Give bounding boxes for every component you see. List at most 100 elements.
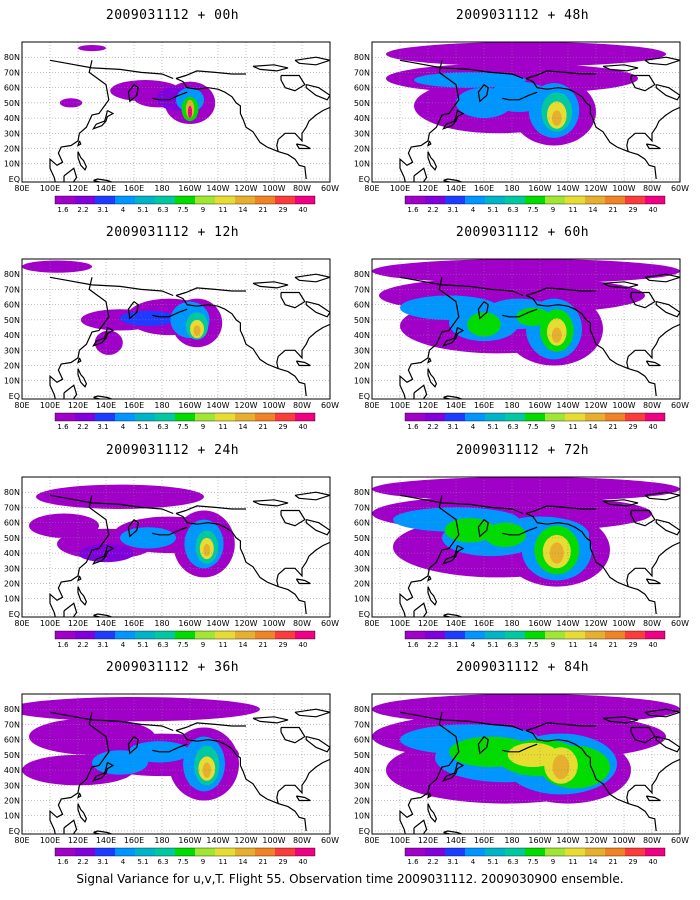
latitude-label: 40N — [354, 114, 370, 123]
colorbar-label: 9 — [551, 423, 555, 431]
colorbar-swatch — [215, 196, 235, 204]
coastline — [655, 519, 680, 536]
colorbar-swatch — [255, 848, 275, 856]
colorbar-label: 1.6 — [407, 858, 419, 866]
panel-title: 2009031112 + 84h — [455, 660, 590, 675]
longitude-label: 120W — [584, 619, 607, 628]
coastline — [427, 357, 432, 364]
colorbar-swatch — [295, 413, 315, 421]
colorbar-swatch — [445, 413, 465, 421]
colorbar-swatch — [275, 848, 295, 856]
coastline — [49, 495, 110, 617]
coastline — [91, 326, 115, 347]
coastline — [252, 716, 289, 724]
coastline — [295, 360, 311, 367]
coastline — [399, 276, 524, 297]
colorbar-label: 4 — [471, 423, 476, 431]
colorbar-label: 5.1 — [137, 423, 148, 431]
colorbar-label: 7.5 — [527, 858, 538, 866]
coastline — [525, 512, 657, 615]
longitude-label: 180 — [154, 619, 169, 628]
colorbar-swatch — [405, 848, 425, 856]
colorbar-label: 9 — [551, 858, 555, 866]
coastline — [441, 544, 465, 565]
latitude-label: 50N — [4, 99, 20, 108]
coastline — [77, 368, 88, 388]
coastline — [427, 368, 438, 388]
colorbar-swatch — [485, 631, 505, 639]
colorbar-label: 6.3 — [507, 423, 518, 431]
colorbar-label: 2.2 — [427, 858, 438, 866]
coastline — [77, 586, 88, 606]
coastline — [77, 575, 82, 582]
coastline — [477, 301, 489, 320]
coastline — [305, 301, 330, 318]
longitude-label: 80W — [643, 619, 661, 628]
colorbar-label: 2.2 — [427, 641, 438, 649]
coastline — [644, 56, 680, 66]
coastline — [630, 726, 656, 744]
coastline — [280, 509, 306, 527]
colorbar-swatch — [625, 196, 645, 204]
latitude-label: 60N — [354, 519, 370, 528]
latitude-label: 80N — [4, 488, 20, 497]
colorbar-swatch — [605, 196, 625, 204]
colorbar-label: 9 — [201, 206, 205, 214]
map-frame — [21, 258, 331, 400]
longitude-label: 60W — [321, 836, 339, 845]
map-panel: 2009031112 + 84h 80N 70N 60N 50N 40N 30N 20N 10N… — [350, 652, 695, 872]
colorbar-swatch — [55, 413, 75, 421]
colorbar-label: 21 — [259, 641, 268, 649]
coastline — [626, 323, 680, 369]
colorbar-label: 6.3 — [507, 206, 518, 214]
longitude-label: 120E — [68, 619, 88, 628]
latitude-label: 30N — [4, 129, 20, 138]
colorbar-label: 29 — [279, 858, 288, 866]
coastline — [427, 140, 432, 147]
coastline — [91, 761, 115, 782]
latitude-label: 50N — [4, 534, 20, 543]
longitude-label: 80E — [364, 184, 379, 193]
coastline — [305, 519, 330, 536]
map-panel: 2009031112 + 60h 80N 70N 60N 50N 40N 30N 20N 10N… — [350, 217, 695, 437]
longitude-label: 160W — [178, 619, 201, 628]
colorbar-swatch — [545, 631, 565, 639]
colorbar-swatch — [135, 413, 155, 421]
latitude-label: 70N — [4, 285, 20, 294]
latitude-label: 60N — [4, 736, 20, 745]
latitude-label: 80N — [4, 705, 20, 714]
colorbar-label: 1.6 — [57, 423, 69, 431]
longitude-label: 120E — [68, 401, 88, 410]
coastline — [252, 64, 289, 72]
variance-shading — [193, 325, 201, 336]
coastline — [413, 819, 428, 834]
coastline — [502, 743, 538, 753]
colorbar-swatch — [195, 413, 215, 421]
colorbar-label: 7.5 — [177, 423, 188, 431]
colorbar-swatch — [485, 196, 505, 204]
coastline — [502, 308, 538, 318]
colorbar-label: 7.5 — [177, 206, 188, 214]
coastline — [626, 106, 680, 152]
coastline — [399, 60, 460, 182]
colorbar-label: 6.3 — [157, 858, 168, 866]
coastline — [127, 736, 139, 755]
coastline — [152, 526, 188, 536]
latitude-label: 50N — [354, 316, 370, 325]
longitude-label: 120W — [234, 836, 257, 845]
colorbar-label: 9 — [201, 858, 205, 866]
colorbar-swatch — [235, 631, 255, 639]
colorbar-swatch — [465, 631, 485, 639]
colorbar-swatch — [95, 848, 115, 856]
coastline — [77, 140, 82, 147]
colorbar-swatch — [465, 413, 485, 421]
colorbar-swatch — [295, 196, 315, 204]
coastline — [399, 59, 524, 80]
longitude-label: 100E — [390, 836, 410, 845]
latitude-label: 60N — [354, 84, 370, 93]
colorbar-swatch — [645, 196, 665, 204]
coastline — [49, 494, 174, 515]
colorbar-label: 29 — [279, 206, 288, 214]
colorbar-label: 21 — [259, 423, 268, 431]
